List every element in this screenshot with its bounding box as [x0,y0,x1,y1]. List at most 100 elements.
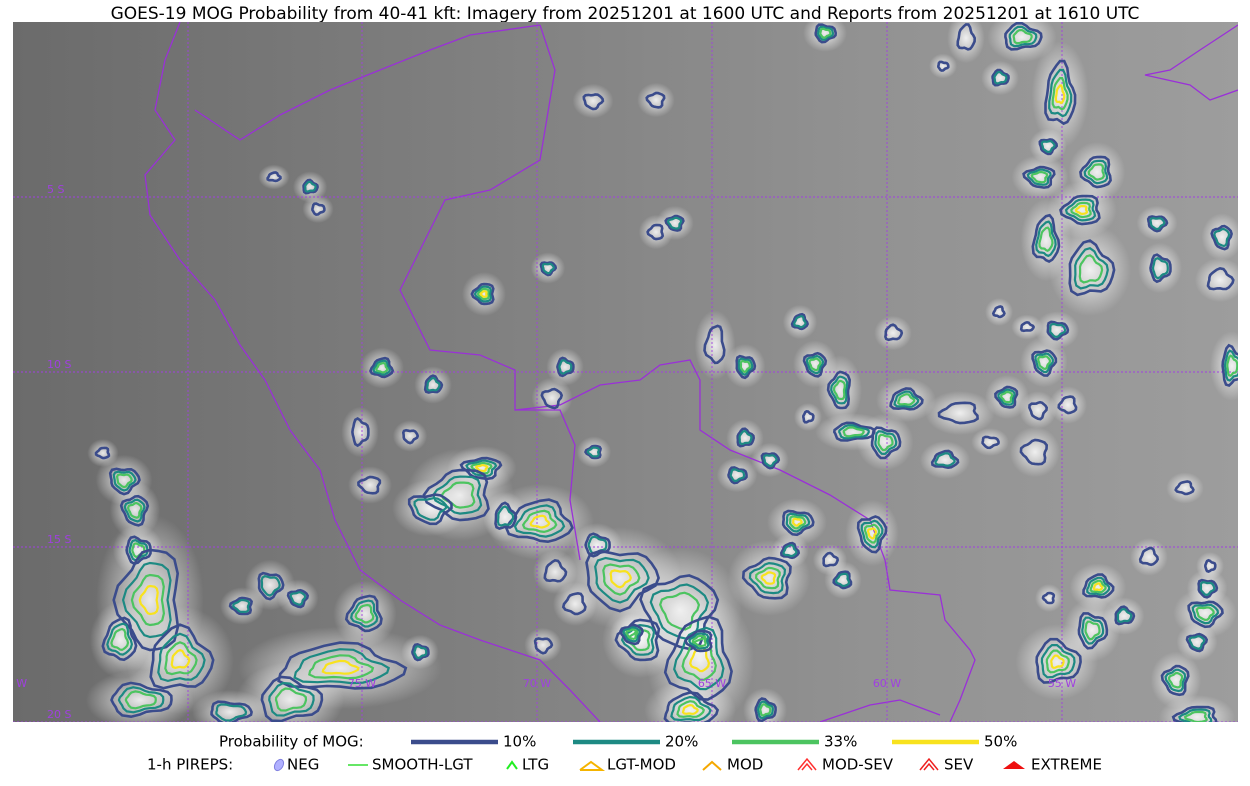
cloud [1166,472,1204,504]
mog-contours [94,22,1238,722]
contour [703,324,726,365]
contour [470,462,493,475]
legend-label: NEG [287,756,319,774]
cloud [771,533,809,569]
contour [1048,68,1073,118]
pirep-icon [579,760,606,771]
contour [663,615,733,701]
contour [659,591,701,631]
contour [474,464,489,473]
contour [110,627,130,652]
contour [344,594,383,633]
contour [369,356,395,379]
contour [676,700,706,718]
lat-label: 20 S [47,708,71,721]
contour [1171,705,1218,722]
contour [1038,138,1059,156]
legend-label: 20% [665,733,698,751]
contour [350,599,379,628]
legend-label: SMOOTH-LGT [372,756,473,774]
contour [759,703,772,717]
legend-label: LTG [522,756,549,774]
contour [1012,28,1033,45]
contour [877,433,894,452]
contour [130,573,166,627]
contour [539,261,558,277]
cloud [1069,563,1127,611]
contour [293,648,391,685]
contour [1087,163,1105,181]
contour [684,629,713,653]
contour [228,596,253,616]
cloud [1035,311,1079,349]
cloud [1068,142,1126,202]
contour [639,574,720,651]
cloud [812,544,848,576]
contour [1068,239,1116,297]
cloud [1048,224,1132,316]
cloud [277,579,319,617]
contour [286,588,310,609]
cloud [192,690,268,722]
contour [1050,654,1065,669]
contour [874,430,898,456]
contour [1070,201,1092,219]
cloud [985,298,1013,326]
contour [308,654,375,680]
contour [1086,576,1111,596]
contour [354,603,375,624]
contour [459,456,503,481]
cloud [638,214,674,250]
contour [1046,320,1070,341]
contour [1151,257,1169,280]
contour [558,359,573,375]
cloud [1009,426,1061,478]
contour [994,385,1019,409]
contour [1089,579,1107,594]
contour [819,27,832,39]
contour [838,424,870,440]
contour [808,357,822,372]
pirep-icon [801,762,813,771]
cloud [1186,569,1228,607]
contour [1051,77,1069,111]
lat-label: 15 S [47,533,71,546]
contour [991,68,1010,87]
contour [1040,139,1056,154]
contour [215,703,248,722]
contour [1195,606,1215,622]
legend-label: 50% [984,733,1017,751]
cloud [1031,41,1089,149]
lon-label: 55 W [1048,677,1076,690]
contour [609,569,632,589]
contour [754,566,781,590]
contour [407,493,453,526]
contour [470,282,495,306]
contour [1034,352,1054,374]
cloud [637,82,675,118]
contour [897,393,916,406]
contour [260,675,324,722]
contour [302,178,319,195]
cloud [1138,242,1182,294]
contour [1019,320,1036,333]
contour [645,91,666,109]
contour [106,622,134,656]
cloud [576,436,612,468]
contour [149,623,215,690]
cloud [767,498,827,546]
contour [257,571,285,601]
contour [816,25,835,41]
contour [1146,215,1169,233]
contour [937,401,979,425]
contour [112,548,180,652]
contour [1114,605,1136,626]
contour [788,515,807,530]
cloud [1035,584,1063,612]
contour [540,387,564,410]
contour [1174,480,1195,496]
contour [688,632,710,650]
contour [1081,616,1105,645]
contour [805,354,825,375]
cloud [1194,258,1238,302]
